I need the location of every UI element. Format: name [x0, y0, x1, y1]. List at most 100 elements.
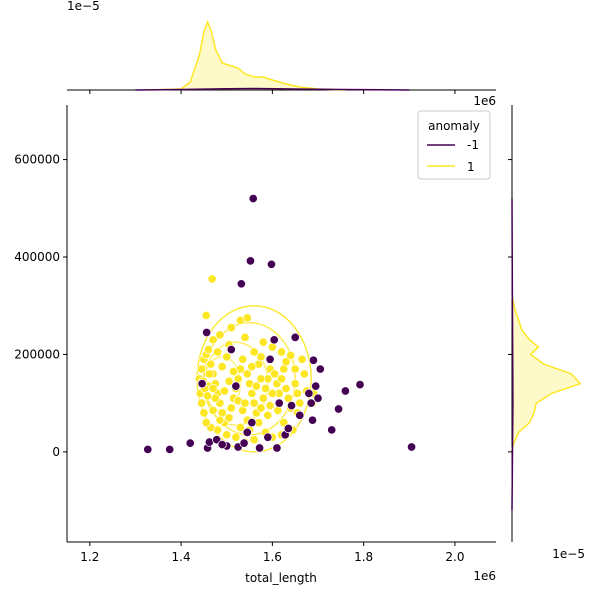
anomaly-point [236, 279, 246, 289]
normal-point [208, 335, 218, 345]
x-axis-ticks: 1.2 1.4 1.6 1.8 2.0 [80, 542, 464, 564]
right-marginal-offset-label: 1e−5 [552, 547, 585, 561]
normal-point [199, 408, 209, 418]
y-tick-label: 600000 [14, 153, 60, 167]
anomaly-point [185, 438, 195, 448]
anomaly-point [295, 410, 305, 420]
normal-point [235, 422, 245, 433]
top-marginal-curves [135, 19, 410, 91]
normal-point [249, 398, 259, 408]
anomaly-point [226, 345, 236, 355]
normal-point [286, 350, 296, 360]
legend-label-anomalous: -1 [467, 138, 479, 152]
anomaly-point [315, 364, 325, 374]
anomaly-point [304, 388, 314, 398]
normal-point [224, 376, 234, 386]
normal-point [299, 369, 309, 379]
normal-point [207, 274, 217, 284]
normal-point [247, 362, 257, 372]
right-kde-line-anomaly [511, 198, 514, 511]
x-tick-label: 1.2 [80, 550, 99, 564]
normal-point [290, 364, 300, 374]
scatter-points [143, 193, 417, 454]
normal-point [295, 398, 305, 408]
normal-point [231, 432, 241, 442]
normal-point [215, 415, 225, 425]
normal-point [249, 347, 259, 357]
x-tick-label: 2.0 [445, 550, 464, 564]
normal-point [217, 362, 227, 372]
normal-point [229, 366, 239, 377]
top-marginal-x-offset-label: 1e6 [473, 94, 496, 108]
normal-point [203, 345, 214, 355]
anomaly-point [355, 380, 365, 390]
anomaly-point [245, 256, 256, 266]
anomaly-point [197, 379, 207, 389]
normal-point [240, 398, 250, 408]
anomaly-point [306, 398, 316, 408]
right-kde-area-normal [512, 296, 581, 450]
normal-point [219, 386, 230, 396]
right-kde-line-normal [511, 295, 582, 450]
legend-label-normal: 1 [467, 160, 475, 174]
anomaly-point [407, 442, 417, 452]
anomaly-point [307, 415, 318, 425]
anomaly-point [239, 438, 249, 448]
anomaly-point [247, 418, 257, 428]
normal-point [273, 405, 283, 416]
normal-point [226, 403, 236, 413]
top-marginal-kde: 1e−5 1e6 [67, 0, 496, 108]
normal-point [226, 323, 236, 333]
normal-point [242, 369, 252, 379]
normal-point [276, 374, 287, 384]
x-tick-label: 1.6 [263, 550, 282, 564]
anomaly-point [165, 444, 175, 454]
anomaly-point [311, 381, 321, 391]
anomaly-point [143, 444, 153, 454]
x-axis-label: total_length [245, 571, 317, 585]
normal-point [276, 347, 287, 357]
anomaly-point [272, 443, 282, 453]
normal-point [290, 379, 300, 389]
normal-point [247, 388, 257, 398]
normal-point [208, 405, 218, 416]
anomaly-point [283, 423, 293, 434]
top-kde-line-normal [149, 19, 346, 91]
x-tick-label: 1.8 [354, 550, 373, 564]
top-kde-area-normal [149, 22, 346, 90]
normal-point [281, 383, 291, 394]
normal-point [215, 330, 225, 340]
anomaly-point [242, 427, 252, 437]
normal-point [281, 357, 291, 367]
normal-point [265, 401, 275, 411]
anomaly-point [313, 393, 323, 403]
normal-point [297, 354, 307, 364]
y-tick-label: 400000 [14, 250, 60, 264]
normal-point [238, 354, 248, 364]
top-marginal-ticks [89, 90, 456, 94]
normal-point [270, 369, 280, 379]
normal-point [222, 352, 232, 362]
anomaly-point [255, 443, 265, 453]
right-marginal-kde: 1e−5 [508, 105, 585, 561]
normal-point [249, 435, 259, 445]
anomaly-point [217, 440, 227, 450]
normal-point [256, 403, 266, 413]
normal-point [256, 374, 266, 384]
right-marginal-ticks [508, 159, 512, 453]
top-marginal-offset-label: 1e−5 [67, 0, 100, 13]
normal-point [203, 391, 213, 401]
normal-point [201, 418, 211, 428]
anomaly-point [202, 327, 212, 338]
normal-point [206, 359, 216, 369]
normal-point [267, 388, 277, 398]
anomaly-point [269, 335, 279, 345]
anomaly-point [333, 404, 344, 414]
normal-point [208, 383, 218, 394]
normal-point [197, 398, 207, 408]
normal-point [242, 313, 252, 323]
anomaly-point [274, 398, 284, 408]
normal-point [197, 364, 207, 374]
normal-point [292, 388, 303, 398]
